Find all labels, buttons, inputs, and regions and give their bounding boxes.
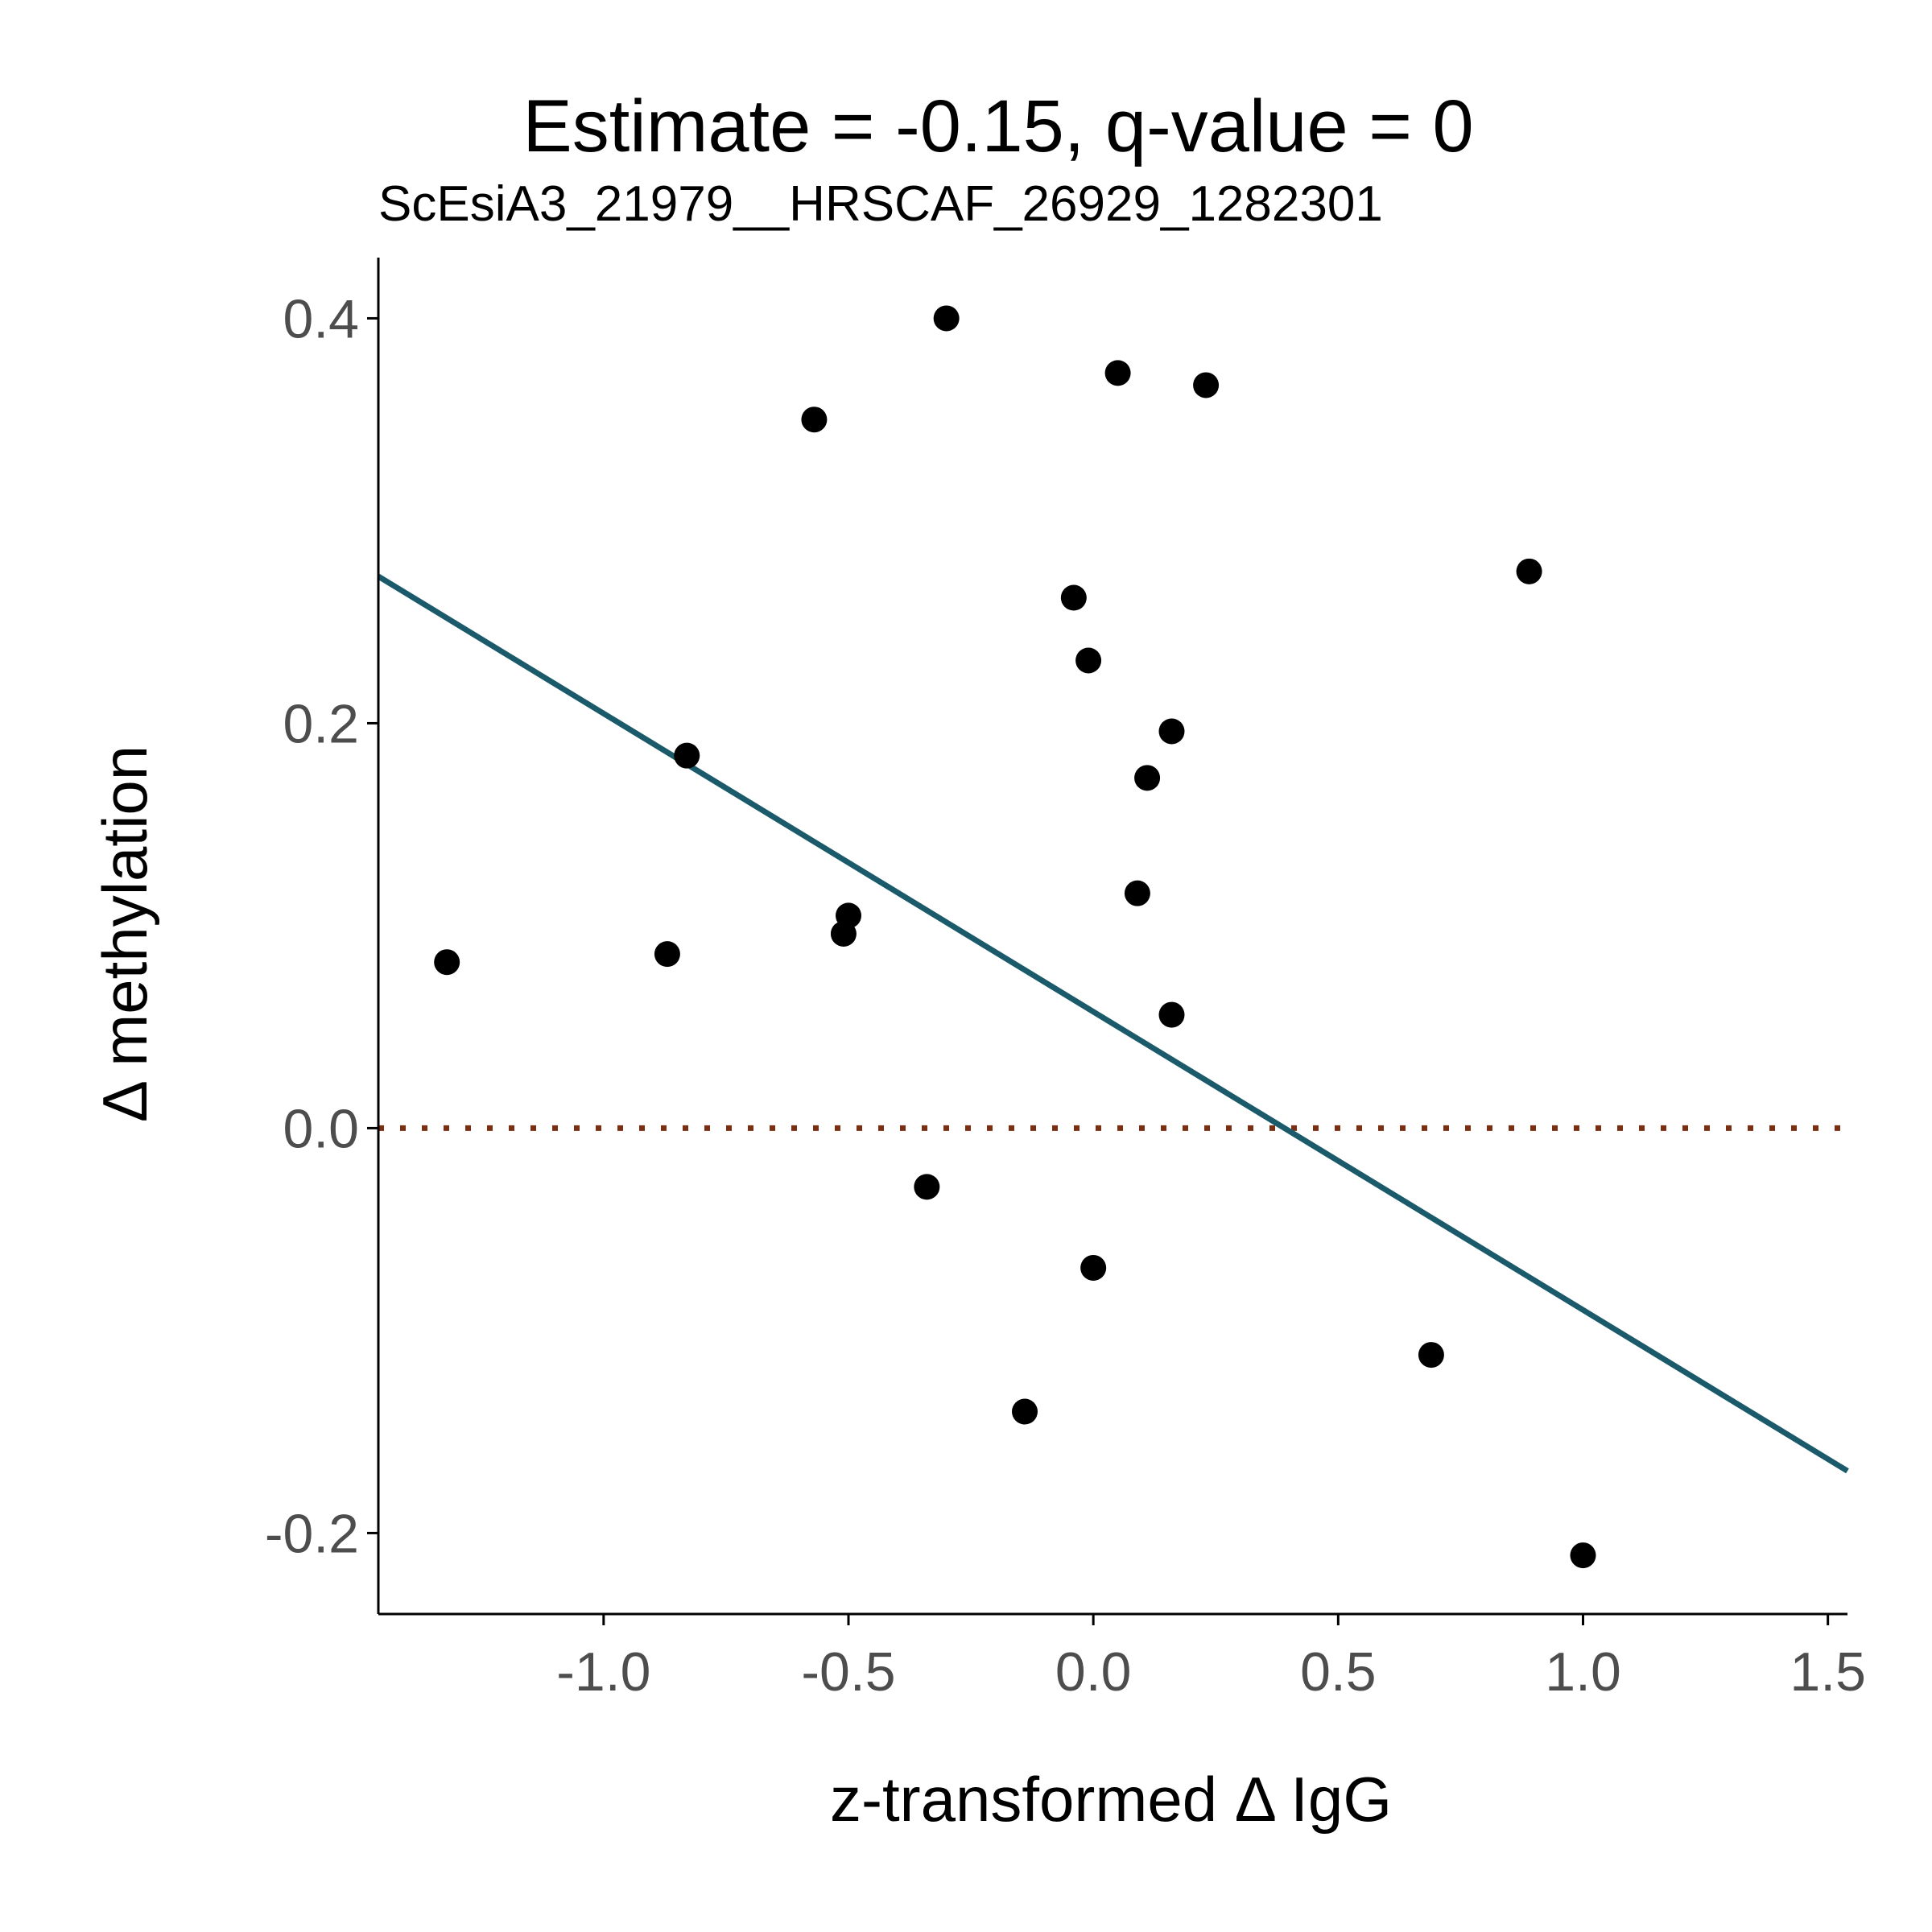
chart-title: Estimate = -0.15, q-value = 0 xyxy=(522,85,1473,167)
data-point xyxy=(1134,765,1161,791)
data-point xyxy=(933,305,960,332)
data-point xyxy=(674,742,700,769)
data-point xyxy=(1158,718,1185,745)
data-point xyxy=(1080,1254,1107,1281)
x-tick-label: 1.5 xyxy=(1790,1641,1866,1703)
plot-area: -1.0 -0.5 0.0 0.5 1.0 1.5 -0.2 0.0 0.2 0.4 xyxy=(265,258,1866,1703)
regression-line xyxy=(377,573,1849,1474)
data-point xyxy=(914,1174,940,1200)
y-tick-label: 0.4 xyxy=(283,288,359,349)
x-axis-title: z-transformed Δ IgG xyxy=(830,1764,1392,1835)
data-point xyxy=(434,949,460,976)
x-tick-label: 0.5 xyxy=(1300,1641,1377,1703)
data-point xyxy=(1193,372,1220,398)
data-point xyxy=(1075,647,1102,674)
data-point xyxy=(1158,1001,1185,1028)
x-tick-label: -1.0 xyxy=(556,1641,650,1703)
data-point xyxy=(1418,1342,1444,1368)
data-point xyxy=(1060,584,1087,611)
data-point xyxy=(1124,880,1150,906)
data-point xyxy=(1104,360,1131,386)
y-tick-label: 0.0 xyxy=(283,1098,359,1159)
x-tick-label: 0.0 xyxy=(1055,1641,1132,1703)
y-tick-label: -0.2 xyxy=(265,1503,359,1564)
data-point xyxy=(1570,1542,1596,1569)
chart-subtitle: ScEsiA3_21979__HRSCAF_26929_1282301 xyxy=(378,176,1383,232)
y-tick-label: 0.2 xyxy=(283,693,359,754)
x-tick-label: 1.0 xyxy=(1545,1641,1621,1703)
data-point xyxy=(1516,558,1542,584)
x-tick-label: -0.5 xyxy=(801,1641,895,1703)
y-axis-title: Δ methylation xyxy=(89,745,160,1122)
data-point xyxy=(654,941,680,968)
data-point xyxy=(1012,1398,1038,1425)
data-point xyxy=(801,407,828,433)
data-point xyxy=(830,920,857,947)
